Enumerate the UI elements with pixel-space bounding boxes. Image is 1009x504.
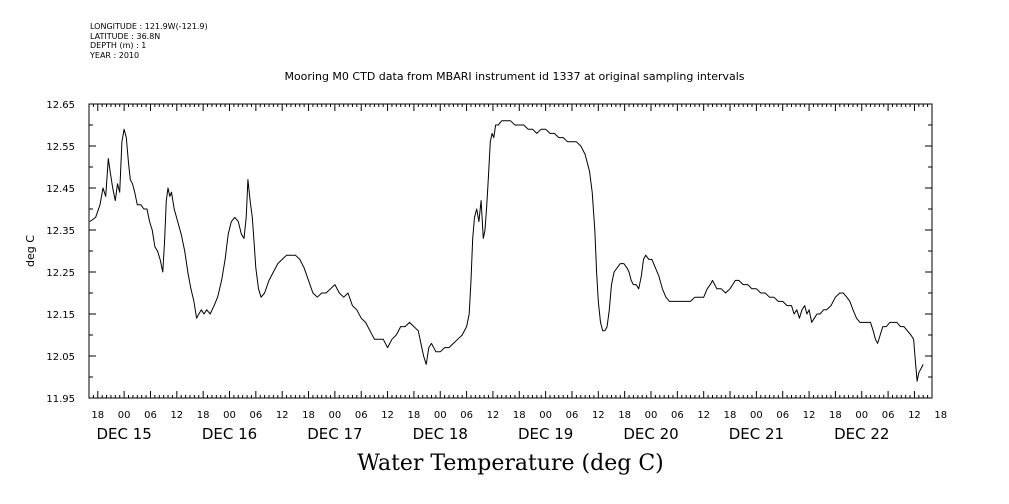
y-tick-label: 12.45 [46,184,75,195]
y-tick-label: 12.65 [46,100,75,111]
plot-frame [88,103,933,399]
x-hour-label: 12 [697,410,710,421]
x-day-label: DEC 17 [307,425,362,443]
x-hour-label: 12 [170,410,183,421]
x-day-label: DEC 19 [518,425,573,443]
x-hour-label: 00 [329,410,342,421]
x-hour-label: 06 [144,410,157,421]
x-hour-label: 18 [934,410,947,421]
y-tick-label: 12.25 [46,268,75,279]
longitude-label: LONGITUDE : 121.9W(-121.9) [90,22,208,31]
latitude-label: LATITUDE : 36.8N [90,31,161,41]
y-axis-label: deg C [24,235,37,267]
x-day-label: DEC 15 [96,425,151,443]
depth-label: DEPTH (m) : 1 [90,41,147,50]
x-hour-label: 00 [645,410,658,421]
chart-title: Mooring M0 CTD data from MBARI instrumen… [284,70,745,83]
x-hour-label: 18 [618,410,631,421]
x-hour-label: 06 [249,410,262,421]
y-tick-label: 12.15 [46,310,75,321]
x-axis-ticks: 18 00 06 12 18 00 06 12 18 00 06 12 18 00 06 12 18 00 06 12… [88,104,947,443]
y-axis-ticks: 11.95 12.05 12.15 12.25 12.35 12.45 12.55 12.65 [46,100,932,405]
x-hour-label: 00 [434,410,447,421]
metadata-block: LONGITUDE : 121.9W(-121.9) LATITUDE : 36… [90,22,208,60]
x-day-label: DEC 16 [202,425,257,443]
x-hour-label: 00 [118,410,131,421]
x-hour-label: 18 [408,410,421,421]
x-hour-label: 00 [539,410,552,421]
x-hour-label: 12 [381,410,394,421]
x-hour-label: 12 [592,410,605,421]
x-hour-label: 00 [750,410,763,421]
y-tick-label: 11.95 [46,394,75,405]
x-hour-label: 18 [829,410,842,421]
y-tick-label: 12.05 [46,352,75,363]
x-hour-label: 06 [460,410,473,421]
series-layer [89,120,924,382]
x-hour-label: 06 [776,410,789,421]
x-hour-label: 18 [302,410,315,421]
x-hour-label: 12 [276,410,289,421]
x-hour-label: 18 [197,410,210,421]
x-hour-label: 06 [882,410,895,421]
x-hour-label: 12 [908,410,921,421]
x-day-label: DEC 22 [834,425,889,443]
footer-title: Water Temperature (deg C) [357,451,664,476]
x-day-label: DEC 20 [623,425,678,443]
x-hour-label: 18 [513,410,526,421]
x-day-label: DEC 21 [729,425,784,443]
x-hour-label: 06 [566,410,579,421]
x-hour-label: 12 [803,410,816,421]
x-hour-label: 18 [724,410,737,421]
series-line [89,120,924,382]
x-hour-label: 00 [223,410,236,421]
y-tick-label: 12.35 [46,226,75,237]
x-day-label: DEC 18 [413,425,468,443]
x-hour-label: 18 [91,410,104,421]
x-hour-label: 06 [355,410,368,421]
x-hour-label: 12 [487,410,500,421]
year-label: YEAR : 2010 [90,50,140,60]
y-tick-label: 12.55 [46,142,75,153]
x-hour-label: 00 [855,410,868,421]
x-hour-label: 06 [671,410,684,421]
